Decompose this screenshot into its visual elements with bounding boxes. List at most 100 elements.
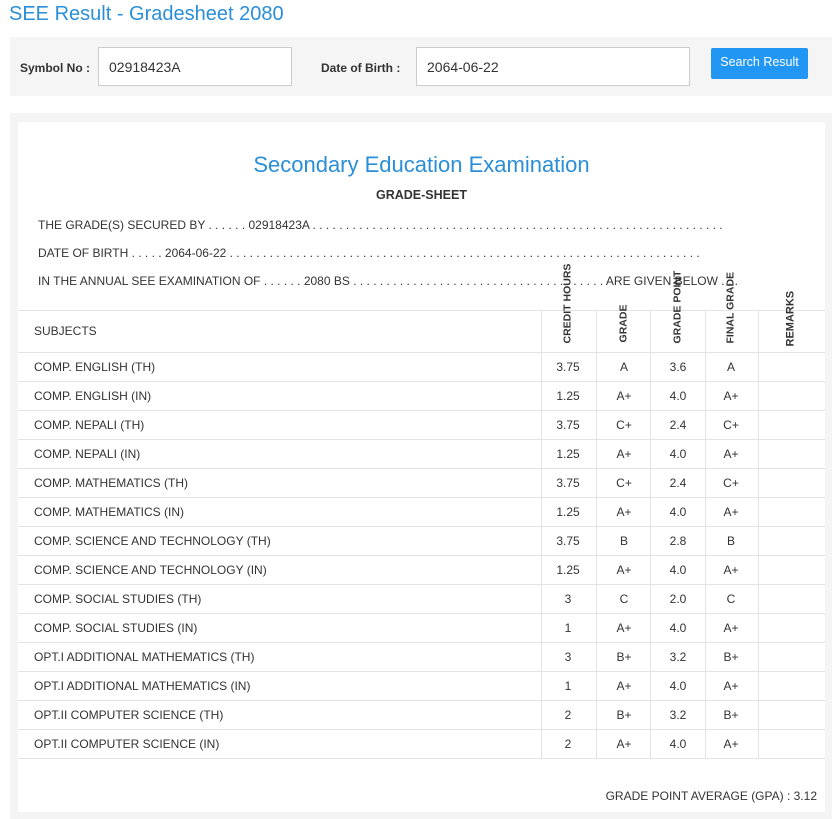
- column-header: FINAL GRADE: [724, 271, 737, 344]
- symbol-input[interactable]: 02918423A: [98, 47, 292, 86]
- credit-hours-cell: 1.25: [556, 447, 580, 461]
- final-grade-cell: A+: [723, 737, 739, 751]
- table-header-row: [18, 310, 825, 353]
- subject-cell: COMP. SCIENCE AND TECHNOLOGY (IN): [34, 563, 267, 577]
- symbol-label: Symbol No :: [20, 61, 91, 75]
- column-header: SUBJECTS: [34, 324, 97, 338]
- table-row: [18, 410, 825, 440]
- column-divider: [596, 310, 597, 758]
- subject-cell: COMP. MATHEMATICS (TH): [34, 476, 188, 490]
- credit-hours-cell: 1: [564, 621, 572, 635]
- subject-cell: OPT.I ADDITIONAL MATHEMATICS (TH): [34, 650, 255, 664]
- dob-input[interactable]: 2064-06-22: [416, 47, 690, 86]
- credit-hours-cell: 1.25: [556, 505, 580, 519]
- final-grade-cell: B+: [723, 650, 739, 664]
- column-header: GRADE: [617, 304, 630, 343]
- final-grade-cell: A+: [723, 505, 739, 519]
- final-grade-cell: A+: [723, 563, 739, 577]
- final-grade-cell: C: [726, 592, 736, 606]
- dob-label: Date of Birth :: [321, 61, 401, 75]
- grade-cell: A+: [616, 563, 632, 577]
- table-row: [18, 352, 825, 382]
- column-header: CREDIT HOURS: [561, 263, 574, 344]
- grade-cell: C+: [616, 418, 632, 432]
- grade-point-cell: 4.0: [669, 737, 687, 751]
- gpa: GRADE POINT AVERAGE (GPA) : 3.12: [605, 789, 817, 803]
- credit-hours-cell: 3: [564, 650, 572, 664]
- grade-point-cell: 3.2: [669, 650, 687, 664]
- subject-cell: COMP. SOCIAL STUDIES (TH): [34, 592, 202, 606]
- final-grade-cell: A+: [723, 389, 739, 403]
- gradesheet: Secondary Education Examination GRADE-SH…: [18, 122, 825, 812]
- credit-hours-cell: 3.75: [556, 360, 580, 374]
- table-row: [18, 497, 825, 527]
- table-row: [18, 584, 825, 614]
- final-grade-cell: A+: [723, 447, 739, 461]
- subject-cell: COMP. MATHEMATICS (IN): [34, 505, 184, 519]
- credit-hours-cell: 1.25: [556, 563, 580, 577]
- sheet-heading: Secondary Education Examination: [253, 152, 590, 177]
- column-header: REMARKS: [784, 290, 797, 347]
- credit-hours-cell: 3.75: [556, 476, 580, 490]
- grade-point-cell: 3.2: [669, 708, 687, 722]
- page-title: SEE Result - Gradesheet 2080: [9, 3, 284, 25]
- table-row: [18, 613, 825, 643]
- subject-cell: COMP. ENGLISH (TH): [34, 360, 156, 374]
- subject-cell: OPT.I ADDITIONAL MATHEMATICS (IN): [34, 679, 251, 693]
- credit-hours-cell: 2: [564, 737, 572, 751]
- grade-point-cell: 2.4: [669, 418, 687, 432]
- table-bottom: [18, 758, 825, 759]
- declaration-line: IN THE ANNUAL SEE EXAMINATION OF . . . .…: [38, 274, 738, 288]
- grade-cell: C+: [616, 476, 632, 490]
- column-divider: [705, 310, 706, 758]
- grade-point-cell: 4.0: [669, 505, 687, 519]
- grade-point-cell: 2.8: [669, 534, 687, 548]
- grade-cell: A+: [616, 737, 632, 751]
- credit-hours-cell: 2: [564, 708, 572, 722]
- grade-cell: C: [619, 592, 629, 606]
- subject-cell: COMP. NEPALI (TH): [34, 418, 145, 432]
- grade-point-cell: 4.0: [669, 389, 687, 403]
- table-row: [18, 526, 825, 556]
- table-row: [18, 729, 825, 759]
- final-grade-cell: C+: [723, 418, 739, 432]
- final-grade-cell: C+: [723, 476, 739, 490]
- grade-cell: A+: [616, 389, 632, 403]
- search-form: Symbol No : 02918423A Date of Birth : 20…: [10, 37, 832, 96]
- grade-point-cell: 2.0: [669, 592, 687, 606]
- declaration-line: THE GRADE(S) SECURED BY . . . . . . 0291…: [38, 218, 723, 232]
- grade-point-cell: 4.0: [669, 621, 687, 635]
- column-header: GRADE POINT: [671, 270, 684, 344]
- grade-cell: A+: [616, 505, 632, 519]
- subject-cell: COMP. SOCIAL STUDIES (IN): [34, 621, 198, 635]
- grade-point-cell: 4.0: [669, 563, 687, 577]
- grade-cell: A+: [616, 679, 632, 693]
- credit-hours-cell: 3.75: [556, 418, 580, 432]
- declaration-line: DATE OF BIRTH . . . . . 2064-06-22 . . .…: [38, 246, 700, 260]
- subject-cell: OPT.II COMPUTER SCIENCE (TH): [34, 708, 224, 722]
- final-grade-cell: A+: [723, 679, 739, 693]
- table-row: [18, 555, 825, 585]
- grade-point-cell: 2.4: [669, 476, 687, 490]
- table-row: [18, 642, 825, 672]
- subject-cell: COMP. NEPALI (IN): [34, 447, 141, 461]
- subject-cell: OPT.II COMPUTER SCIENCE (IN): [34, 737, 220, 751]
- column-divider: [650, 310, 651, 758]
- credit-hours-cell: 3: [564, 592, 572, 606]
- grade-cell: B+: [616, 650, 632, 664]
- table-row: [18, 439, 825, 469]
- final-grade-cell: A: [726, 360, 735, 374]
- table-row: [18, 700, 825, 730]
- final-grade-cell: B: [726, 534, 735, 548]
- grade-cell: B+: [616, 708, 632, 722]
- credit-hours-cell: 1.25: [556, 389, 580, 403]
- table-row: [18, 381, 825, 411]
- search-button[interactable]: Search Result: [711, 48, 808, 79]
- table-row: [18, 671, 825, 701]
- column-divider: [758, 310, 759, 758]
- grade-point-cell: 3.6: [669, 360, 687, 374]
- table-row: [18, 468, 825, 498]
- column-divider: [541, 310, 542, 758]
- sheet-subheading: GRADE-SHEET: [376, 188, 467, 202]
- credit-hours-cell: 3.75: [556, 534, 580, 548]
